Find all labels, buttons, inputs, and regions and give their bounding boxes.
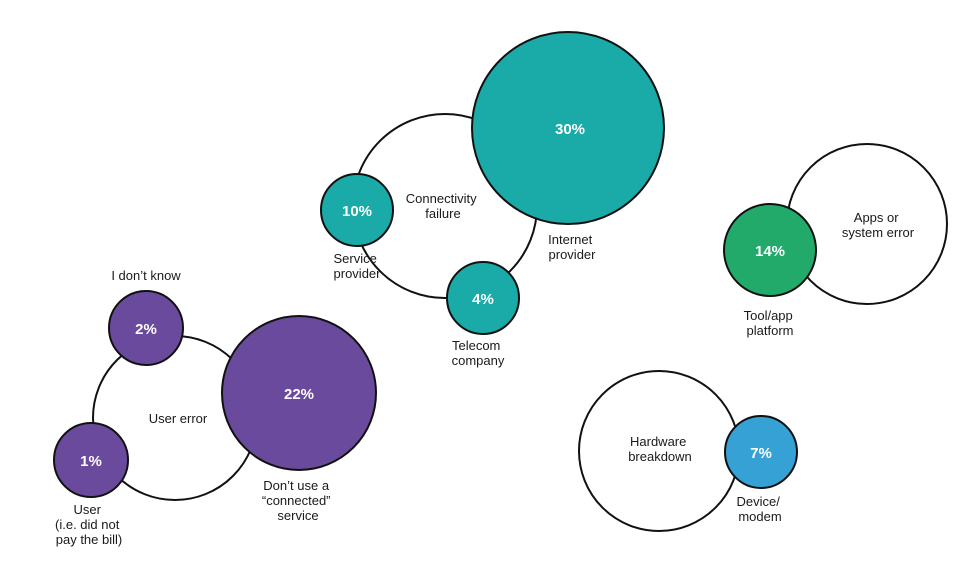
label-dont-know: I don’t know [111,268,181,283]
bubble-telecom-company [446,261,520,335]
pct-device-modem: 7% [750,445,772,462]
label-internet-provider: Internet provider [548,232,596,262]
group-connectivity-failure: Connectivity failure 30% Internet provid… [320,31,665,368]
bubble-user-bill [53,422,129,498]
label-service-provider: Service provider [334,251,382,281]
pct-internet-provider: 30% [555,121,585,138]
pct-user-bill: 1% [80,453,102,470]
bubble-dont-know [108,290,184,366]
bubble-tool-app-platform [723,203,817,297]
label-user-bill: User (i.e. did not pay the bill) [55,502,123,547]
pct-tool-app-platform: 14% [755,243,785,260]
group-hardware-breakdown: Hardware breakdown 7% Device/ modem [578,370,798,532]
pct-dont-know: 2% [135,321,157,338]
bubble-dont-use-connected [221,315,377,471]
bubble-internet-provider [471,31,665,225]
group-label-connectivity-failure: Connectivity failure [406,191,480,221]
pct-dont-use-connected: 22% [284,386,314,403]
bubble-device-modem [724,415,798,489]
group-label-user-error: User error [149,411,208,426]
label-tool-app-platform: Tool/app platform [744,308,797,338]
label-telecom-company: Telecom company [452,338,505,368]
pct-telecom-company: 4% [472,291,494,308]
bubble-service-provider [320,173,394,247]
label-dont-use-connected: Don’t use a “connected” service [262,478,334,523]
group-user-error: User error 2% I don’t know 22% Don’t use… [53,268,377,547]
label-device-modem: Device/ modem [737,494,784,524]
group-apps-system-error: Apps or system error 14% Tool/app platfo… [723,143,948,338]
pct-service-provider: 10% [342,203,372,220]
group-label-apps-system-error: Apps or system error [842,210,915,240]
group-label-hardware-breakdown: Hardware breakdown [628,434,692,464]
